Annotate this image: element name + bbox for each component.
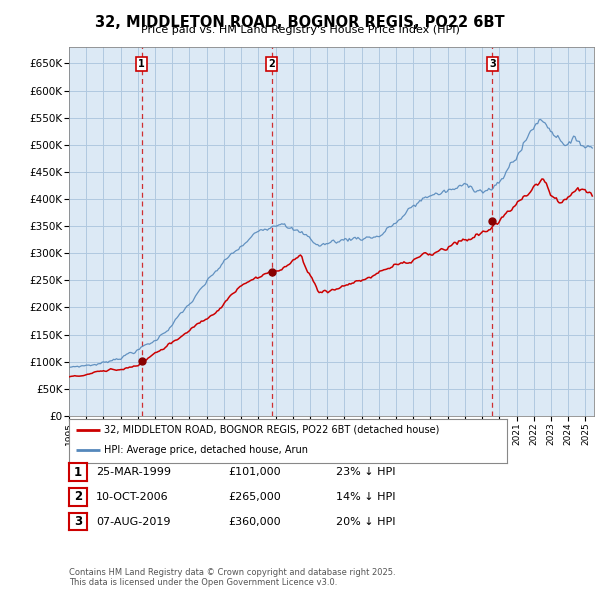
Text: Contains HM Land Registry data © Crown copyright and database right 2025.
This d: Contains HM Land Registry data © Crown c…: [69, 568, 395, 587]
Text: 14% ↓ HPI: 14% ↓ HPI: [336, 492, 395, 502]
Text: 32, MIDDLETON ROAD, BOGNOR REGIS, PO22 6BT: 32, MIDDLETON ROAD, BOGNOR REGIS, PO22 6…: [95, 15, 505, 30]
Text: 23% ↓ HPI: 23% ↓ HPI: [336, 467, 395, 477]
Text: £360,000: £360,000: [228, 517, 281, 526]
Text: 32, MIDDLETON ROAD, BOGNOR REGIS, PO22 6BT (detached house): 32, MIDDLETON ROAD, BOGNOR REGIS, PO22 6…: [104, 425, 439, 435]
Text: 2: 2: [74, 490, 82, 503]
Text: £265,000: £265,000: [228, 492, 281, 502]
Text: 3: 3: [489, 59, 496, 69]
Text: 25-MAR-1999: 25-MAR-1999: [96, 467, 171, 477]
Text: £101,000: £101,000: [228, 467, 281, 477]
Text: 20% ↓ HPI: 20% ↓ HPI: [336, 517, 395, 526]
Text: 3: 3: [74, 515, 82, 528]
Text: 2: 2: [268, 59, 275, 69]
Text: 07-AUG-2019: 07-AUG-2019: [96, 517, 170, 526]
Text: 1: 1: [139, 59, 145, 69]
Text: Price paid vs. HM Land Registry's House Price Index (HPI): Price paid vs. HM Land Registry's House …: [140, 25, 460, 35]
Text: HPI: Average price, detached house, Arun: HPI: Average price, detached house, Arun: [104, 445, 308, 455]
Text: 1: 1: [74, 466, 82, 478]
Text: 10-OCT-2006: 10-OCT-2006: [96, 492, 169, 502]
